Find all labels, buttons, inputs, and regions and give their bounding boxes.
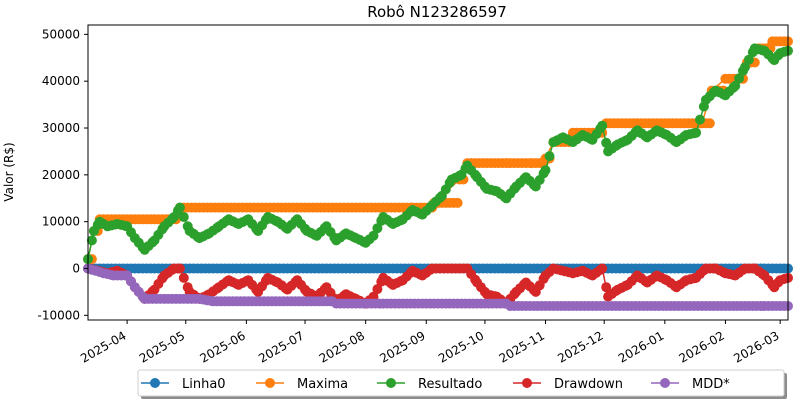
series-layer — [83, 36, 793, 311]
legend-label: Drawdown — [554, 377, 623, 392]
point-drawdown — [597, 263, 608, 274]
legend-swatch-marker — [265, 378, 275, 388]
legend-item-resultado: Resultado — [377, 377, 482, 392]
x-tick-label: 2026-03 — [731, 328, 781, 365]
point-maxima — [452, 197, 463, 208]
y-tick-label: 40000 — [42, 74, 80, 88]
x-tick-label: 2025-09 — [377, 328, 427, 365]
y-tick-label: -10000 — [37, 308, 80, 322]
y-tick-label: 20000 — [42, 168, 80, 182]
point-resultado — [544, 151, 555, 162]
legend-label: Linha0 — [182, 377, 226, 392]
point-drawdown — [372, 284, 383, 295]
point-drawdown — [178, 272, 189, 283]
y-tick-label: 0 — [72, 261, 80, 275]
legend-swatch-marker — [522, 378, 532, 388]
series-mdd — [83, 263, 793, 311]
x-tick-label: 2025-08 — [317, 328, 367, 365]
point-resultado — [743, 54, 754, 65]
x-tick-label: 2026-02 — [677, 328, 727, 365]
legend: Linha0 Maxima Resultado Drawdown MDD* — [137, 369, 787, 399]
chart-title: Robô N123286597 — [367, 3, 507, 21]
y-axis-title: Valor (R$) — [2, 142, 16, 201]
legend-swatch-marker — [386, 378, 396, 388]
y-tick-label: 50000 — [42, 27, 80, 41]
point-drawdown — [174, 263, 185, 274]
series-line-maxima — [87, 40, 788, 260]
plot-frame — [87, 24, 789, 321]
x-tick-label: 2025-07 — [256, 328, 306, 365]
x-tick-label: 2026-01 — [616, 328, 666, 365]
x-tick-label: 2025-06 — [197, 328, 247, 365]
point-resultado — [695, 114, 705, 125]
legend-label: Resultado — [418, 377, 482, 392]
x-tick-label: 2025-11 — [497, 328, 547, 365]
point-maxima — [704, 118, 715, 129]
point-resultado — [540, 165, 551, 176]
legend-item-maxima: Maxima — [256, 377, 348, 392]
point-resultado — [372, 223, 383, 234]
y-tick-label: 10000 — [42, 215, 80, 229]
legend-label: Maxima — [297, 377, 348, 392]
legend-swatch-marker — [660, 378, 670, 388]
point-drawdown — [601, 282, 612, 293]
series-resultado — [83, 43, 793, 265]
point-resultado — [740, 62, 750, 73]
legend-swatch-marker — [150, 378, 160, 388]
legend-box — [137, 369, 785, 397]
point-resultado — [368, 230, 379, 241]
x-tick-label: 2025-10 — [436, 328, 486, 365]
point-resultado — [597, 120, 608, 131]
point-resultado — [86, 235, 97, 246]
point-resultado — [691, 127, 702, 138]
x-tick-label: 2025-12 — [555, 328, 605, 365]
point-resultado — [174, 202, 185, 213]
point-resultado — [730, 80, 741, 91]
legend-item-linha0: Linha0 — [141, 377, 226, 392]
legend-item-drawdown: Drawdown — [513, 377, 623, 392]
x-tick-label: 2025-05 — [137, 328, 187, 365]
x-tick-label: 2025-04 — [78, 328, 128, 365]
legend-label: MDD* — [692, 377, 730, 392]
y-tick-label: 30000 — [42, 121, 80, 135]
point-resultado — [734, 73, 745, 84]
point-resultado — [178, 212, 189, 222]
legend-item-mdd: MDD* — [651, 377, 730, 392]
